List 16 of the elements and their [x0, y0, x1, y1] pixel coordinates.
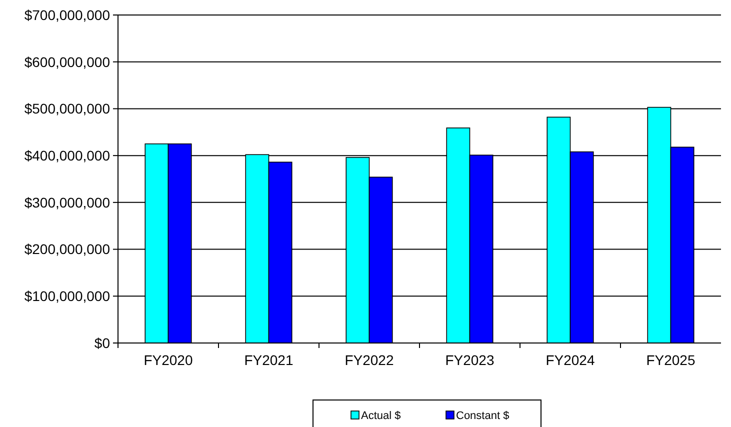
y-tick-label: $0	[94, 334, 110, 351]
y-tick-label: $200,000,000	[24, 241, 110, 258]
y-tick-label: $600,000,000	[24, 54, 110, 70]
x-tick-label: FY2021	[244, 352, 294, 368]
y-tick-label: $700,000,000	[24, 6, 110, 23]
y-tick-label: $400,000,000	[24, 147, 110, 164]
y-tick-label: $500,000,000	[24, 100, 110, 117]
x-tick-label: FY2024	[546, 352, 595, 368]
x-tick-label: FY2022	[344, 352, 394, 368]
legend-label: Constant $	[456, 410, 510, 422]
legend-label: Actual $	[361, 410, 401, 422]
x-tick-label: FY2025	[646, 352, 696, 368]
y-tick-label: $300,000,000	[24, 194, 110, 210]
x-tick-label: FY2020	[144, 352, 193, 368]
y-tick-label: $100,000,000	[24, 288, 110, 304]
x-tick-label: FY2023	[445, 352, 494, 368]
